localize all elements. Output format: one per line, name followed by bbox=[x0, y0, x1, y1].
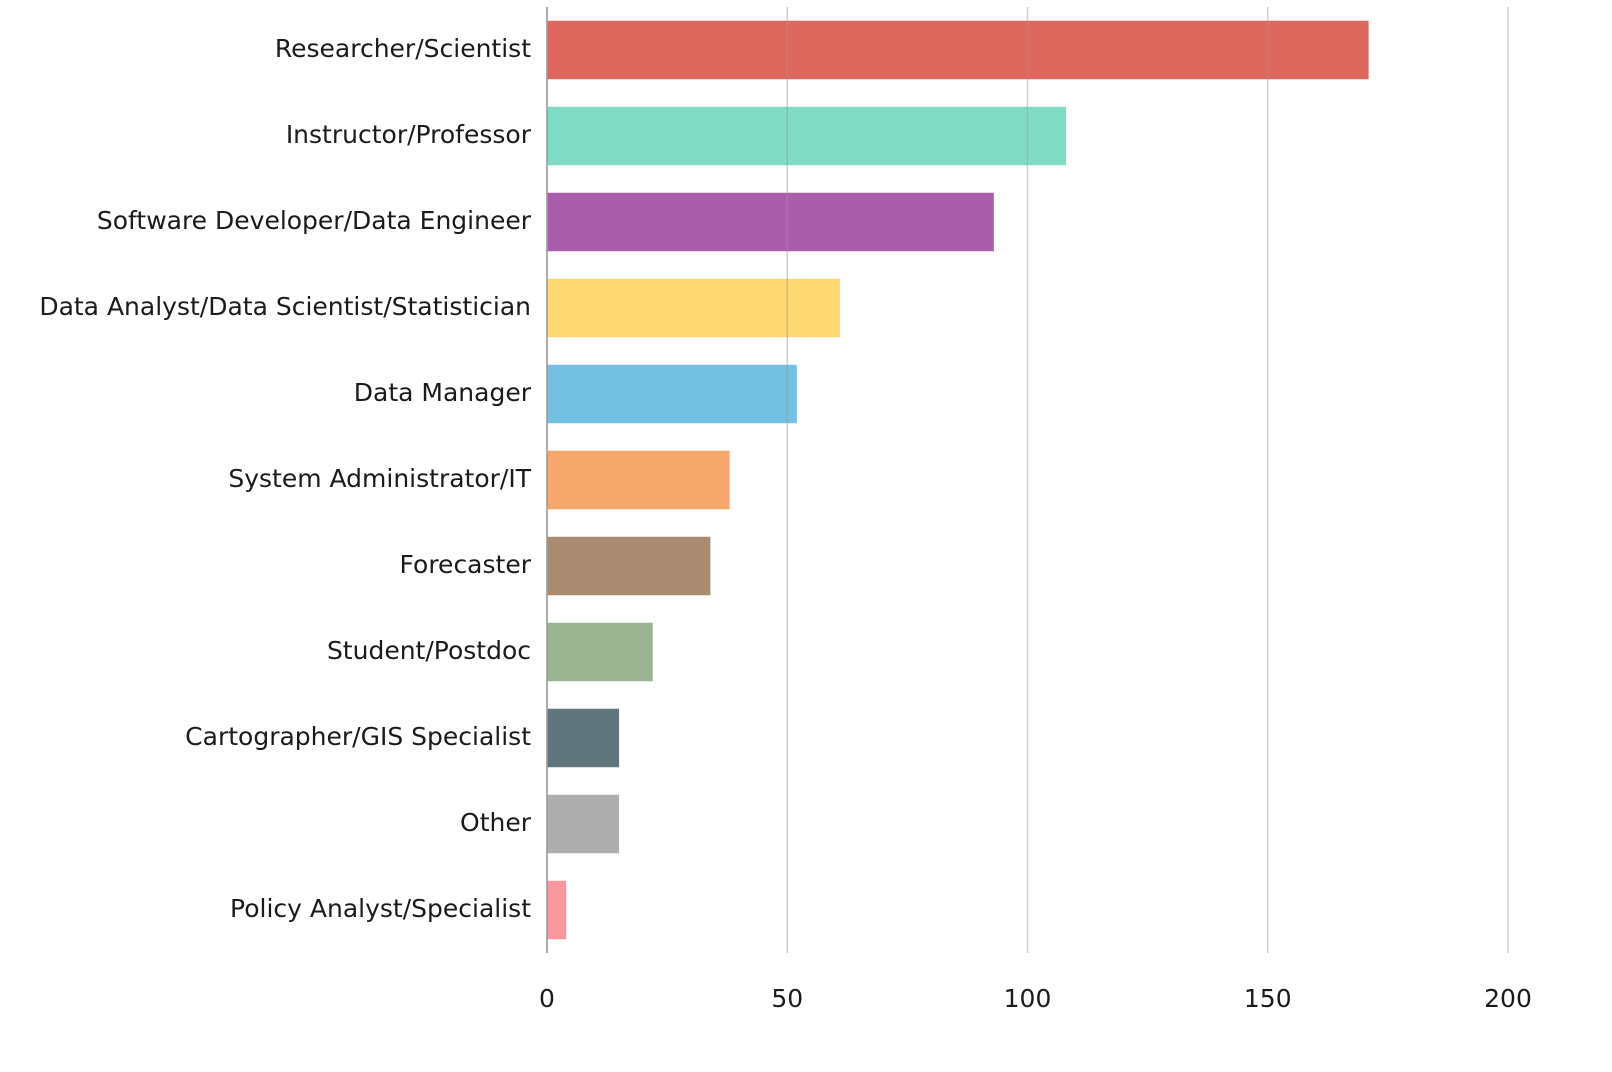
bar bbox=[547, 20, 1369, 80]
bar bbox=[547, 278, 841, 338]
y-tick-label: Data Analyst/Data Scientist/Statistician bbox=[39, 292, 531, 321]
bar bbox=[547, 794, 620, 854]
x-tick-label: 0 bbox=[539, 984, 555, 1013]
y-tick-label: Policy Analyst/Specialist bbox=[230, 894, 531, 923]
y-tick-label: System Administrator/IT bbox=[228, 464, 531, 493]
bar bbox=[547, 880, 567, 940]
bar bbox=[547, 450, 730, 510]
x-tick-label: 50 bbox=[771, 984, 803, 1013]
bar bbox=[547, 192, 994, 252]
bar bbox=[547, 622, 653, 682]
bar bbox=[547, 536, 711, 596]
y-tick-label: Cartographer/GIS Specialist bbox=[185, 722, 531, 751]
bar bbox=[547, 364, 797, 424]
y-tick-label: Data Manager bbox=[354, 378, 532, 407]
y-tick-label: Instructor/Professor bbox=[286, 120, 532, 149]
y-tick-label: Other bbox=[460, 808, 532, 837]
bar bbox=[547, 708, 620, 768]
x-tick-label: 100 bbox=[1004, 984, 1052, 1013]
bar bbox=[547, 106, 1066, 166]
x-tick-label: 150 bbox=[1244, 984, 1292, 1013]
y-tick-label: Software Developer/Data Engineer bbox=[97, 206, 532, 235]
x-tick-label: 200 bbox=[1484, 984, 1532, 1013]
y-tick-label: Researcher/Scientist bbox=[275, 34, 531, 63]
y-tick-label: Forecaster bbox=[400, 550, 532, 579]
y-tick-label: Student/Postdoc bbox=[327, 636, 531, 665]
